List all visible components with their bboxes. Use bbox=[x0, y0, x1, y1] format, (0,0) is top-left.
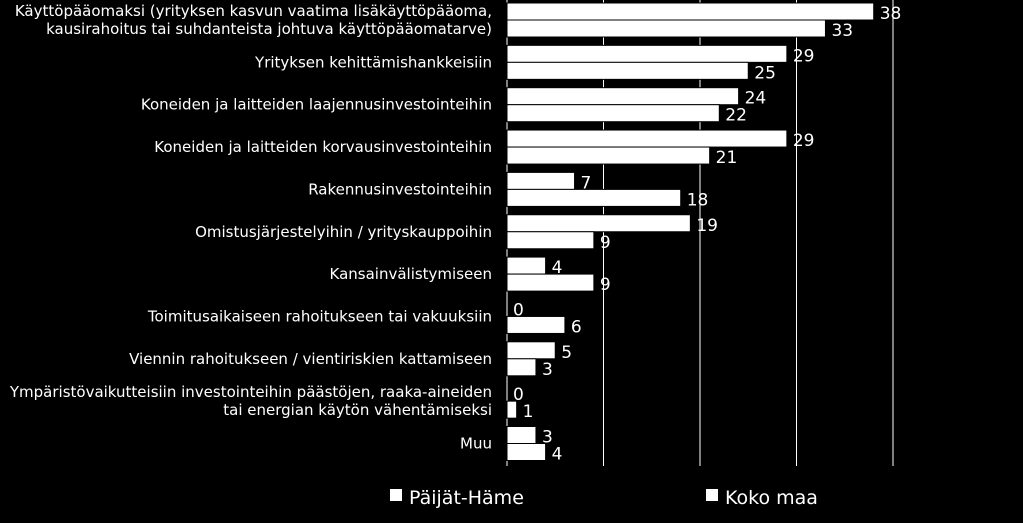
value-label-paijat-hame: 29 bbox=[793, 131, 815, 151]
value-label-koko-maa: 25 bbox=[754, 63, 776, 83]
bar-koko-maa bbox=[506, 443, 547, 461]
legend-swatch-paijat-hame bbox=[390, 489, 402, 501]
bar-koko-maa bbox=[506, 273, 595, 292]
category-label: Koneiden ja laitteiden korvausinvestoint… bbox=[154, 138, 492, 156]
category-label: Yrityksen kehittämishankkeisiin bbox=[254, 53, 492, 71]
value-label-paijat-hame: 0 bbox=[513, 385, 524, 405]
category-label: Rakennusinvestointeihin bbox=[308, 180, 492, 198]
category-label: Käyttöpääomaksi (yrityksen kasvun vaatim… bbox=[15, 2, 492, 38]
category-labels: Käyttöpääomaksi (yrityksen kasvun vaatim… bbox=[9, 2, 492, 453]
category-label: Omistusjärjestelyihin / yrityskauppoihin bbox=[195, 223, 492, 241]
value-label-paijat-hame: 4 bbox=[552, 258, 563, 278]
bar-koko-maa bbox=[506, 104, 720, 123]
value-label-koko-maa: 21 bbox=[716, 148, 738, 168]
legend: Päijät-Häme Koko maa bbox=[390, 487, 818, 509]
category-label: Kansainvälistymiseen bbox=[330, 265, 493, 283]
category-label: Muu bbox=[460, 435, 492, 453]
category-label: Toimitusaikaiseen rahoitukseen tai vakuu… bbox=[147, 307, 492, 325]
bar-paijat-hame bbox=[506, 426, 537, 444]
value-label-paijat-hame: 5 bbox=[561, 343, 572, 363]
bar-koko-maa bbox=[506, 61, 749, 80]
category-label: Koneiden ja laitteiden laajennusinvestoi… bbox=[141, 96, 492, 114]
bar-paijat-hame bbox=[506, 44, 788, 63]
value-label-koko-maa: 1 bbox=[523, 402, 534, 422]
bar-paijat-hame bbox=[506, 341, 556, 360]
bar-paijat-hame bbox=[506, 214, 691, 233]
category-label: Viennin rahoitukseen / vientiriskien kat… bbox=[129, 350, 492, 368]
value-label-koko-maa: 3 bbox=[542, 360, 553, 380]
value-label-paijat-hame: 0 bbox=[513, 300, 524, 320]
category-label: Ympäristövaikutteisiin investointeihin p… bbox=[9, 383, 492, 419]
value-label-koko-maa: 9 bbox=[600, 275, 611, 295]
legend-swatch-koko-maa bbox=[706, 489, 718, 501]
bar-paijat-hame bbox=[506, 2, 875, 21]
bars bbox=[506, 2, 875, 461]
bar-koko-maa bbox=[506, 231, 595, 250]
bar-paijat-hame bbox=[506, 256, 547, 275]
bar-koko-maa bbox=[506, 19, 826, 38]
bar-paijat-hame bbox=[506, 129, 788, 148]
value-label-koko-maa: 33 bbox=[831, 21, 853, 41]
bar-paijat-hame bbox=[506, 87, 740, 106]
bar-koko-maa bbox=[506, 358, 537, 377]
value-label-paijat-hame: 3 bbox=[542, 428, 553, 448]
value-label-paijat-hame: 29 bbox=[793, 46, 815, 66]
value-label-koko-maa: 6 bbox=[571, 317, 582, 337]
bar-paijat-hame bbox=[506, 171, 576, 190]
value-label-koko-maa: 9 bbox=[600, 233, 611, 253]
bar-koko-maa bbox=[506, 400, 518, 419]
bar-koko-maa bbox=[506, 146, 711, 165]
value-label-koko-maa: 18 bbox=[687, 190, 709, 210]
value-label-paijat-hame: 24 bbox=[745, 89, 767, 109]
value-label-paijat-hame: 19 bbox=[696, 216, 718, 236]
value-label-paijat-hame: 7 bbox=[581, 173, 592, 193]
legend-label-koko-maa: Koko maa bbox=[725, 487, 818, 509]
legend-label-paijat-hame: Päijät-Häme bbox=[409, 487, 524, 509]
bar-koko-maa bbox=[506, 188, 682, 207]
legend-item-paijat-hame: Päijät-Häme bbox=[390, 487, 524, 509]
value-label-koko-maa: 4 bbox=[552, 445, 563, 465]
value-label-paijat-hame: 38 bbox=[880, 4, 902, 24]
legend-item-koko-maa: Koko maa bbox=[706, 487, 818, 509]
value-label-koko-maa: 22 bbox=[725, 106, 747, 126]
bar-koko-maa bbox=[506, 315, 566, 334]
